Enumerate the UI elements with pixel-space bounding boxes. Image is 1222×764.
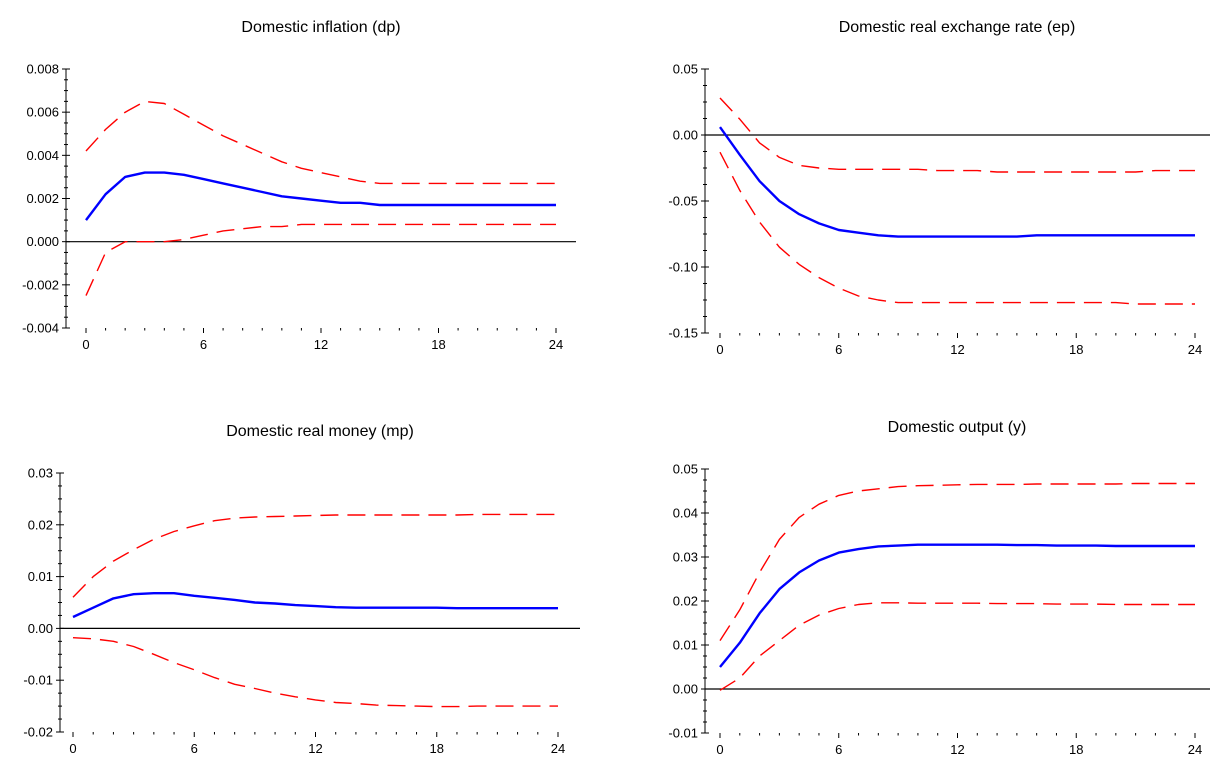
panel-domestic-real-exchange-rate: Domestic real exchange rate (ep) -0.15-0… bbox=[668, 19, 1210, 357]
y-tick-label: 0.00 bbox=[28, 621, 53, 636]
y-tick-label: -0.02 bbox=[23, 725, 53, 740]
chart-title: Domestic output (y) bbox=[888, 419, 1027, 436]
chart-title: Domestic real exchange rate (ep) bbox=[839, 19, 1076, 36]
y-axis-ticks: -0.01 0.00 0.01 0.02 0.03 0.04 0.05 bbox=[668, 462, 709, 741]
chart-title: Domestic real money (mp) bbox=[226, 423, 414, 440]
x-axis-ticks: 0 6 12 18 24 bbox=[69, 732, 565, 756]
series-line-upper bbox=[72, 513, 558, 598]
x-tick-label: 6 bbox=[200, 337, 207, 352]
series-line-upper bbox=[719, 97, 1195, 173]
x-tick-label: 0 bbox=[82, 337, 89, 352]
series-line-estimate bbox=[719, 543, 1195, 668]
x-tick-label: 18 bbox=[1069, 742, 1083, 757]
series-line-upper bbox=[719, 482, 1195, 641]
x-tick-label: 24 bbox=[1188, 742, 1202, 757]
y-tick-label: 0.006 bbox=[26, 105, 59, 120]
y-tick-label: -0.10 bbox=[668, 260, 698, 275]
y-tick-label: 0.03 bbox=[28, 466, 53, 481]
panel-domestic-real-money: Domestic real money (mp) -0.02 -0.01 0.00 0… bbox=[23, 423, 580, 756]
series-line-estimate bbox=[85, 171, 556, 221]
x-tick-label: 6 bbox=[835, 342, 842, 357]
chart-title: Domestic inflation (dp) bbox=[241, 19, 400, 36]
y-tick-label: 0.01 bbox=[28, 569, 53, 584]
y-tick-label: 0.000 bbox=[26, 234, 59, 249]
x-tick-label: 18 bbox=[1069, 342, 1083, 357]
series-line-lower bbox=[719, 602, 1195, 691]
y-tick-label: 0.008 bbox=[26, 62, 59, 77]
panel-domestic-output: Domestic output (y) -0.01 0.00 0.01 0.02 0.0… bbox=[668, 419, 1210, 757]
x-tick-label: 24 bbox=[1188, 342, 1202, 357]
x-tick-label: 12 bbox=[314, 337, 328, 352]
y-tick-label: 0.00 bbox=[673, 682, 698, 697]
x-axis-ticks: 0 6 12 18 24 bbox=[82, 328, 563, 352]
y-tick-label: -0.05 bbox=[668, 194, 698, 209]
y-tick-label: 0.02 bbox=[673, 594, 698, 609]
y-axis-ticks: -0.004 -0.002 0.000 0.002 0.004 0.006 0.008 bbox=[22, 62, 70, 336]
x-tick-label: 18 bbox=[430, 741, 444, 756]
y-tick-label: -0.15 bbox=[668, 326, 698, 341]
y-tick-label: 0.05 bbox=[673, 62, 698, 77]
y-tick-label: 0.00 bbox=[673, 128, 698, 143]
x-tick-label: 24 bbox=[551, 741, 565, 756]
series-line-lower bbox=[85, 223, 556, 296]
series-line-lower bbox=[72, 637, 558, 708]
y-axis-ticks: -0.15 -0.10 -0.05 0.00 0.05 bbox=[668, 62, 709, 341]
y-axis-ticks: -0.02 -0.01 0.00 0.01 0.02 0.03 bbox=[23, 466, 64, 740]
x-axis-ticks: 0 6 12 18 24 bbox=[716, 733, 1202, 757]
x-axis-ticks: 0 6 12 18 24 bbox=[716, 333, 1202, 357]
y-tick-label: 0.04 bbox=[673, 506, 698, 521]
y-tick-label: 0.05 bbox=[673, 462, 698, 477]
x-tick-label: 0 bbox=[716, 742, 723, 757]
plot-area bbox=[66, 100, 576, 296]
series-line-lower bbox=[719, 151, 1195, 305]
x-tick-label: 12 bbox=[950, 742, 964, 757]
series-line-estimate bbox=[719, 126, 1195, 238]
x-tick-label: 12 bbox=[308, 741, 322, 756]
series-line-estimate bbox=[72, 591, 558, 619]
panel-domestic-inflation: Domestic inflation (dp) -0.004 -0.002 0.00… bbox=[22, 19, 576, 352]
y-tick-label: -0.01 bbox=[668, 726, 698, 741]
y-tick-label: 0.01 bbox=[673, 638, 698, 653]
x-tick-label: 6 bbox=[835, 742, 842, 757]
x-tick-label: 12 bbox=[950, 342, 964, 357]
plot-area bbox=[705, 97, 1210, 305]
plot-area bbox=[705, 482, 1210, 691]
series-line-upper bbox=[85, 100, 556, 185]
x-tick-label: 0 bbox=[716, 342, 723, 357]
y-tick-label: 0.004 bbox=[26, 148, 59, 163]
y-tick-label: -0.01 bbox=[23, 673, 53, 688]
y-tick-label: 0.002 bbox=[26, 191, 59, 206]
x-tick-label: 18 bbox=[431, 337, 445, 352]
y-tick-label: -0.004 bbox=[22, 321, 59, 336]
x-tick-label: 0 bbox=[69, 741, 76, 756]
plot-area bbox=[60, 513, 580, 708]
y-tick-label: -0.002 bbox=[22, 277, 59, 292]
y-tick-label: 0.02 bbox=[28, 517, 53, 532]
y-tick-label: 0.03 bbox=[673, 550, 698, 565]
x-tick-label: 24 bbox=[549, 337, 563, 352]
x-tick-label: 6 bbox=[191, 741, 198, 756]
